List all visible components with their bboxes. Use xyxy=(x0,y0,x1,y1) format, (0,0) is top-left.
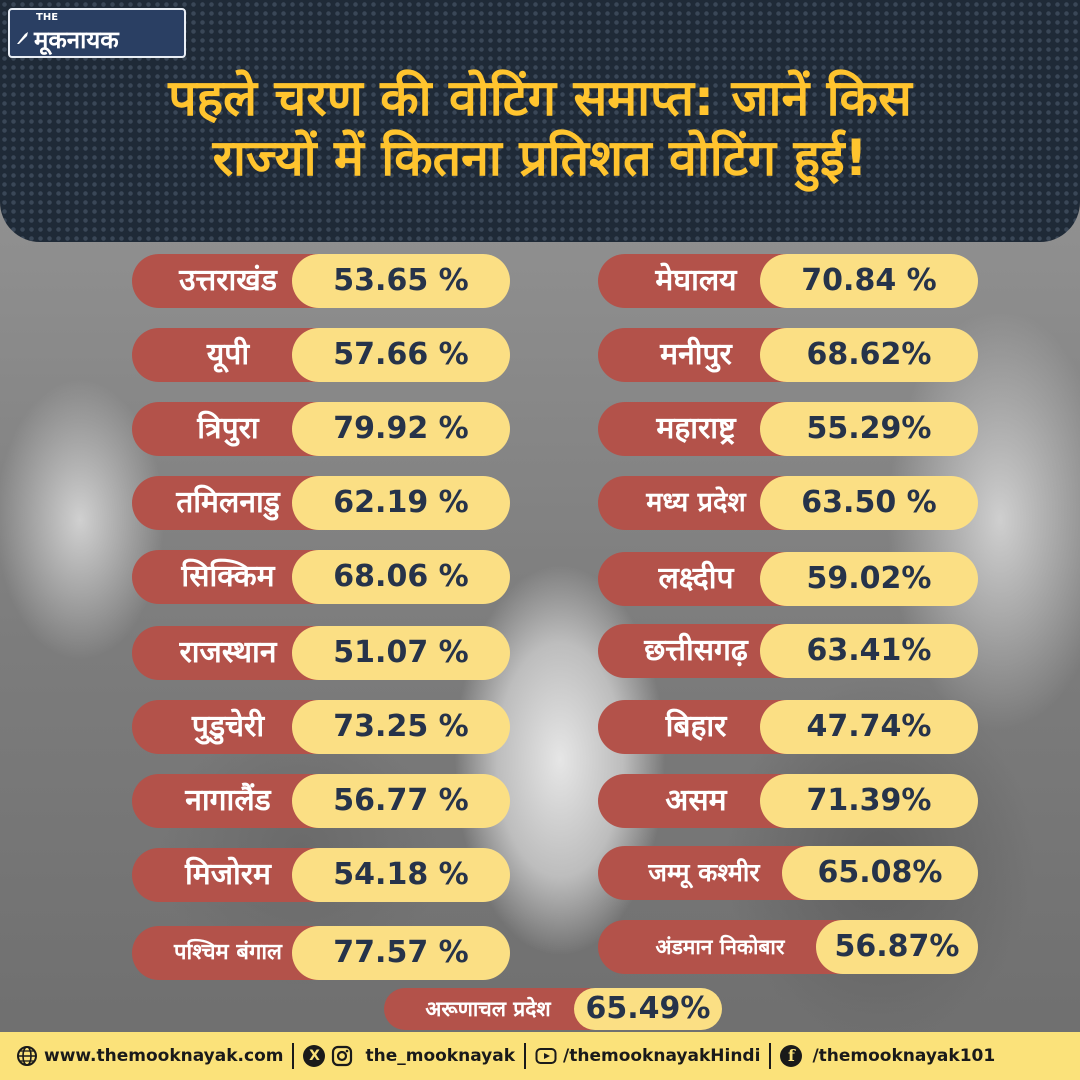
header-banner: THE मूकनायक पहले चरण की वोटिंग समाप्त: ज… xyxy=(0,0,1080,242)
state-name: महाराष्ट्र xyxy=(598,402,794,456)
state-name: अरूणाचल प्रदेश xyxy=(384,988,592,1030)
state-name: अंडमान निकोबार xyxy=(598,920,842,974)
state-row: अरूणाचल प्रदेश 65.49% xyxy=(384,988,722,1030)
headline: पहले चरण की वोटिंग समाप्त: जानें किस राज… xyxy=(40,68,1040,188)
turnout-percent: 54.18 % xyxy=(292,848,510,902)
x-icon: X xyxy=(303,1045,326,1067)
state-row: पश्चिम बंगाल 77.57 % xyxy=(132,926,510,980)
footer-divider xyxy=(524,1043,527,1069)
brand-logo[interactable]: THE मूकनायक xyxy=(8,8,186,58)
state-row: असम 71.39% xyxy=(598,774,978,828)
state-row: उत्तराखंड 53.65 % xyxy=(132,254,510,308)
turnout-percent: 73.25 % xyxy=(292,700,510,754)
turnout-percent: 55.29% xyxy=(760,402,978,456)
turnout-percent: 68.62% xyxy=(760,328,978,382)
state-row: मेघालय 70.84 % xyxy=(598,254,978,308)
state-row: जम्मू कश्मीर 65.08% xyxy=(598,846,978,900)
state-row: नागालैंड 56.77 % xyxy=(132,774,510,828)
instagram-icon xyxy=(332,1045,353,1067)
state-row: सिक्किम 68.06 % xyxy=(132,550,510,604)
footer-youtube[interactable]: /themooknayakHindi xyxy=(535,1045,760,1067)
state-row: राजस्थान 51.07 % xyxy=(132,626,510,680)
state-row: लक्ष्दीप 59.02% xyxy=(598,552,978,606)
state-name: जम्मू कश्मीर xyxy=(598,846,810,900)
turnout-percent: 57.66 % xyxy=(292,328,510,382)
state-row: अंडमान निकोबार 56.87% xyxy=(598,920,978,974)
turnout-percent: 62.19 % xyxy=(292,476,510,530)
state-row: मध्य प्रदेश 63.50 % xyxy=(598,476,978,530)
turnout-percent: 51.07 % xyxy=(292,626,510,680)
state-row: यूपी 57.66 % xyxy=(132,328,510,382)
state-row: मनीपुर 68.62% xyxy=(598,328,978,382)
state-row: बिहार 47.74% xyxy=(598,700,978,754)
youtube-icon xyxy=(535,1048,557,1064)
footer-website[interactable]: www.themooknayak.com xyxy=(16,1045,283,1067)
turnout-percent: 79.92 % xyxy=(292,402,510,456)
social-handle: the_mooknayak xyxy=(365,1046,516,1066)
turnout-percent: 59.02% xyxy=(760,552,978,606)
turnout-percent: 56.77 % xyxy=(292,774,510,828)
turnout-percent: 65.08% xyxy=(782,846,978,900)
youtube-handle: /themooknayakHindi xyxy=(563,1046,761,1066)
state-row: महाराष्ट्र 55.29% xyxy=(598,402,978,456)
footer-divider xyxy=(769,1043,772,1069)
facebook-icon: f xyxy=(780,1045,803,1067)
facebook-handle: /themooknayak101 xyxy=(812,1046,996,1066)
turnout-percent: 77.57 % xyxy=(292,926,510,980)
state-row: पुडुचेरी 73.25 % xyxy=(132,700,510,754)
footer-divider xyxy=(292,1043,295,1069)
headline-line-2: राज्यों में कितना प्रतिशत वोटिंग हुई! xyxy=(212,129,868,187)
footer-facebook[interactable]: f /themooknayak101 xyxy=(780,1045,995,1067)
state-row: छत्तीसगढ़ 63.41% xyxy=(598,624,978,678)
state-row: मिजोरम 54.18 % xyxy=(132,848,510,902)
quill-icon xyxy=(17,32,28,44)
turnout-percent: 68.06 % xyxy=(292,550,510,604)
turnout-percent: 53.65 % xyxy=(292,254,510,308)
logo-name: मूकनायक xyxy=(34,26,119,54)
globe-icon xyxy=(17,1046,37,1066)
state-row: त्रिपुरा 79.92 % xyxy=(132,402,510,456)
footer-bar: www.themooknayak.com X the_mooknayak /th… xyxy=(0,1032,1080,1080)
website-url: www.themooknayak.com xyxy=(44,1046,284,1066)
state-name: लक्ष्दीप xyxy=(598,552,794,606)
footer-social[interactable]: X the_mooknayak xyxy=(303,1045,515,1067)
turnout-percent: 71.39% xyxy=(760,774,978,828)
headline-line-1: पहले चरण की वोटिंग समाप्त: जानें किस xyxy=(168,69,912,127)
state-name: पुडुचेरी xyxy=(132,700,324,754)
turnout-percent: 70.84 % xyxy=(760,254,978,308)
turnout-percent: 56.87% xyxy=(816,920,978,974)
turnout-percent: 63.50 % xyxy=(760,476,978,530)
turnout-percent: 47.74% xyxy=(760,700,978,754)
state-row: तमिलनाडु 62.19 % xyxy=(132,476,510,530)
turnout-percent: 65.49% xyxy=(574,988,722,1030)
turnout-percent: 63.41% xyxy=(760,624,978,678)
logo-prefix: THE xyxy=(36,12,59,23)
